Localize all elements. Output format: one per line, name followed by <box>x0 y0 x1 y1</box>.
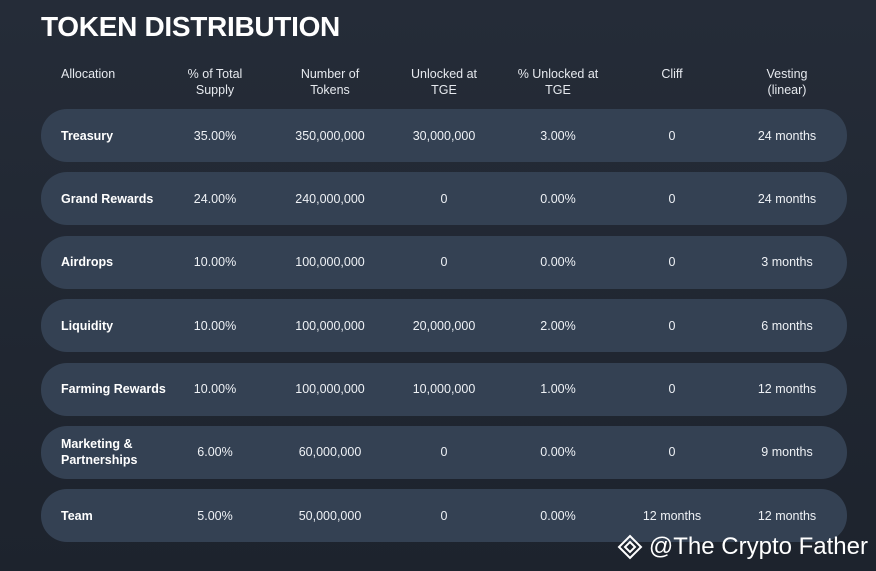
cell-pct-total-supply: 35.00% <box>193 128 237 143</box>
cell-pct-total-supply: 24.00% <box>193 191 237 206</box>
table-row: Grand Rewards 24.00% 240,000,000 0 0.00% 0 24 … <box>41 172 847 226</box>
cell-pct-total-supply: 5.00% <box>197 508 233 523</box>
cell-number-of-tokens: 100,000,000 <box>295 318 365 333</box>
cell-pct-total-supply: 10.00% <box>193 382 237 397</box>
cell-vesting: 12 months <box>757 508 817 523</box>
cell-pct-unlocked-at-tge: 0.00% <box>540 445 576 460</box>
cell-number-of-tokens: 60,000,000 <box>298 445 362 460</box>
table-row: Liquidity 10.00% 100,000,000 20,000,000 2.00… <box>41 299 847 353</box>
cell-pct-unlocked-at-tge: 0.00% <box>540 255 576 270</box>
header-pct-total-supply: % of Total Supply <box>187 67 243 97</box>
cell-unlocked-at-tge: 0 <box>440 445 448 460</box>
cell-cliff: 0 <box>668 128 676 143</box>
cell-pct-total-supply: 10.00% <box>193 318 237 333</box>
page-title: TOKEN DISTRIBUTION <box>41 11 340 42</box>
cell-pct-unlocked-at-tge: 2.00% <box>540 318 576 333</box>
table-row: Farming Rewards 10.00% 100,000,000 10,000,0… <box>41 362 847 416</box>
cell-number-of-tokens: 100,000,000 <box>295 382 365 397</box>
table-body: Treasury 35.00% 350,000,000 30,000,000 3.00%… <box>41 109 847 553</box>
watermark-text: @The Crypto Father <box>648 533 868 560</box>
cell-vesting: 12 months <box>757 382 817 397</box>
cell-number-of-tokens: 350,000,000 <box>295 128 365 143</box>
cell-pct-total-supply: 10.00% <box>193 255 237 270</box>
cell-unlocked-at-tge: 0 <box>440 255 448 270</box>
cell-vesting: 24 months <box>757 191 817 206</box>
cell-cliff: 0 <box>668 255 676 270</box>
cell-pct-total-supply: 6.00% <box>197 445 233 460</box>
cell-number-of-tokens: 50,000,000 <box>298 508 362 523</box>
table-row: Marketing & Partnerships 6.00% 60,000,000 0… <box>41 425 847 479</box>
cell-vesting: 24 months <box>757 128 817 143</box>
cell-unlocked-at-tge: 0 <box>440 508 448 523</box>
binance-diamond-icon <box>617 534 643 560</box>
watermark: @The Crypto Father <box>617 533 868 561</box>
cell-unlocked-at-tge: 30,000,000 <box>412 128 476 143</box>
cell-unlocked-at-tge: 20,000,000 <box>412 318 476 333</box>
cell-allocation: Treasury <box>61 128 114 143</box>
cell-pct-unlocked-at-tge: 0.00% <box>540 191 576 206</box>
table-row: Team 5.00% 50,000,000 0 0.00% 12 months 12 mon… <box>41 489 847 543</box>
table-header: Allocation % of Total Supply Number of T… <box>41 66 847 100</box>
cell-allocation: Marketing & Partnerships <box>61 437 138 468</box>
cell-number-of-tokens: 240,000,000 <box>295 191 365 206</box>
cell-cliff: 0 <box>668 445 676 460</box>
cell-number-of-tokens: 100,000,000 <box>295 255 365 270</box>
cell-cliff: 0 <box>668 191 676 206</box>
header-number-of-tokens: Number of Tokens <box>300 67 360 97</box>
cell-pct-unlocked-at-tge: 0.00% <box>540 508 576 523</box>
cell-vesting: 3 months <box>761 255 813 270</box>
header-pct-unlocked-at-tge: % Unlocked at TGE <box>517 67 599 97</box>
header-allocation: Allocation <box>61 67 116 81</box>
cell-allocation: Airdrops <box>61 255 114 270</box>
cell-allocation: Liquidity <box>61 318 114 333</box>
cell-allocation: Farming Rewards <box>61 382 166 397</box>
cell-allocation: Grand Rewards <box>61 191 154 206</box>
table-row: Treasury 35.00% 350,000,000 30,000,000 3.00%… <box>41 109 847 162</box>
cell-unlocked-at-tge: 10,000,000 <box>412 382 476 397</box>
cell-cliff: 12 months <box>642 508 702 523</box>
cell-unlocked-at-tge: 0 <box>440 191 448 206</box>
header-cliff: Cliff <box>661 67 683 81</box>
cell-pct-unlocked-at-tge: 3.00% <box>540 128 576 143</box>
table-row: Airdrops 10.00% 100,000,000 0 0.00% 0 3 months <box>41 235 847 289</box>
cell-cliff: 0 <box>668 318 676 333</box>
cell-pct-unlocked-at-tge: 1.00% <box>540 382 576 397</box>
header-unlocked-at-tge: Unlocked at TGE <box>410 67 477 97</box>
cell-vesting: 6 months <box>761 318 813 333</box>
cell-cliff: 0 <box>668 382 676 397</box>
header-vesting: Vesting (linear) <box>766 67 808 97</box>
cell-vesting: 9 months <box>761 445 813 460</box>
cell-allocation: Team <box>61 508 93 523</box>
